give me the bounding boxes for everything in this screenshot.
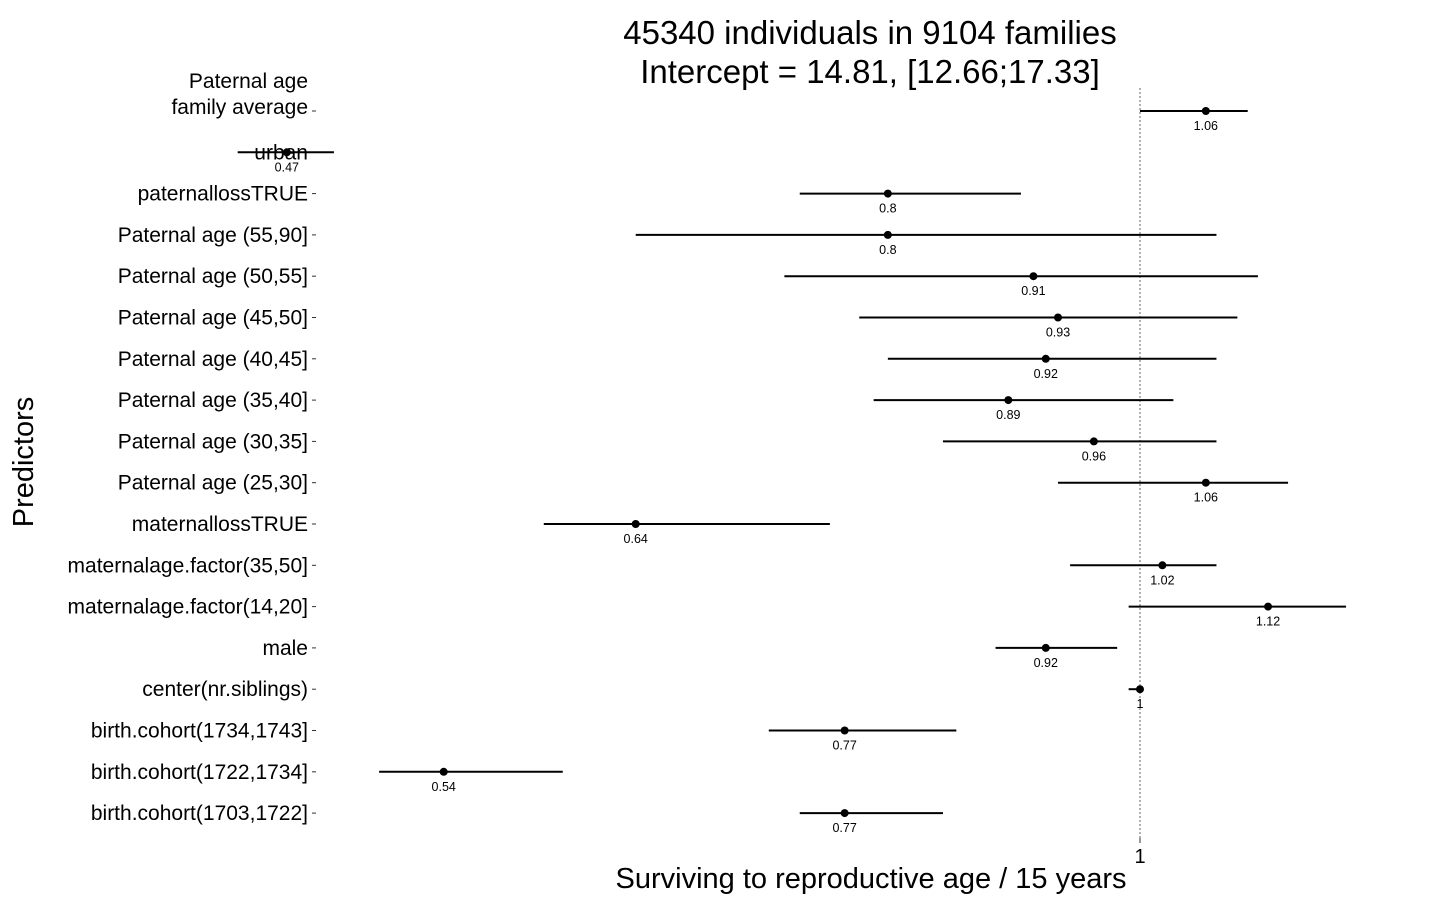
estimate-label: 0.77 <box>832 821 856 835</box>
predictor-label: birth.cohort(1722,1734] <box>91 761 308 784</box>
estimate-point <box>631 520 640 528</box>
estimate-point <box>1029 272 1038 281</box>
predictor-label-line: Paternal age (45,50] <box>118 307 308 330</box>
estimate-label: 1 <box>1137 697 1144 711</box>
predictor-label-line: Paternal age (30,35] <box>118 430 308 453</box>
estimate-label: 1.12 <box>1256 615 1280 629</box>
predictor-label: paternallossTRUE <box>138 183 308 206</box>
predictor-label: Paternal age (45,50] <box>118 307 308 330</box>
predictor-label-line: Paternal age (50,55] <box>118 265 308 288</box>
predictor-label: Paternal age (30,35] <box>118 430 308 453</box>
predictor-label-line: maternallossTRUE <box>132 513 308 536</box>
predictor-label-line: maternalage.factor(14,20] <box>68 596 308 619</box>
predictor-label-line: Paternal age (40,45] <box>118 348 308 371</box>
predictor-label: Paternal age (25,30] <box>118 472 308 495</box>
x-axis-tick-label: 1 <box>1134 846 1145 868</box>
estimate-point <box>282 148 291 157</box>
predictor-label-line: center(nr.siblings) <box>142 678 308 701</box>
chart-title-line-1: 45340 individuals in 9104 families <box>623 14 1117 51</box>
estimate-point <box>840 726 849 735</box>
predictor-label-line: birth.cohort(1734,1743] <box>91 720 308 743</box>
chart-title-line-2: Intercept = 14.81, [12.66;17.33] <box>640 53 1100 90</box>
estimate-point <box>1041 643 1050 652</box>
predictor-label: Paternal age (50,55] <box>118 265 308 288</box>
estimate-point <box>1201 107 1210 115</box>
estimate-label: 0.54 <box>432 780 456 794</box>
estimate-point <box>883 230 892 239</box>
estimate-label: 1.06 <box>1194 491 1218 505</box>
estimate-point <box>1004 396 1013 405</box>
estimate-point <box>1158 561 1167 570</box>
y-axis-title: Predictors <box>8 397 40 528</box>
rows-group: Paternal age family average1.06urban0.47p… <box>68 70 1347 835</box>
estimate-point <box>1089 437 1098 446</box>
predictor-label-line: birth.cohort(1703,1722] <box>91 802 308 825</box>
estimate-label: 0.96 <box>1082 449 1106 463</box>
estimate-point <box>883 189 892 198</box>
estimate-point <box>1136 685 1144 694</box>
predictor-label: center(nr.siblings) <box>142 678 308 701</box>
estimate-label: 1.06 <box>1194 119 1218 133</box>
estimate-point <box>1041 354 1050 363</box>
predictor-label: Paternal age family average <box>171 70 308 119</box>
predictor-label-line: Paternal age (35,40] <box>118 389 308 412</box>
estimate-label: 0.92 <box>1034 367 1058 381</box>
predictor-label-line: maternalage.factor(35,50] <box>68 554 308 577</box>
predictor-label-line: Paternal age (25,30] <box>118 472 308 495</box>
estimate-point <box>439 767 448 776</box>
estimate-label: 0.77 <box>832 739 856 753</box>
estimate-label: 0.47 <box>275 160 299 174</box>
predictor-label: Paternal age (55,90] <box>118 224 308 247</box>
estimate-point <box>1264 602 1273 611</box>
estimate-label: 0.8 <box>879 202 896 216</box>
estimate-label: 1.02 <box>1150 573 1174 587</box>
predictor-label: maternalage.factor(14,20] <box>68 596 308 619</box>
predictor-label: Paternal age (35,40] <box>118 389 308 412</box>
predictor-label-line: birth.cohort(1722,1734] <box>91 761 308 784</box>
estimate-label: 0.93 <box>1046 326 1070 340</box>
estimate-label: 0.89 <box>996 408 1020 422</box>
predictor-label: birth.cohort(1703,1722] <box>91 802 308 825</box>
predictor-label: Paternal age (40,45] <box>118 348 308 371</box>
estimate-label: 0.8 <box>879 243 896 257</box>
estimate-point <box>1201 478 1210 487</box>
x-axis-title: Surviving to reproductive age / 15 years <box>616 863 1127 895</box>
estimate-label: 0.64 <box>624 532 648 546</box>
estimate-point <box>1053 313 1062 322</box>
predictor-label-line: paternallossTRUE <box>138 183 308 206</box>
predictor-label-line: male <box>262 637 308 660</box>
predictor-label: birth.cohort(1734,1743] <box>91 720 308 743</box>
predictor-label-line: Paternal age (55,90] <box>118 224 308 247</box>
predictor-label: maternalage.factor(35,50] <box>68 554 308 577</box>
predictor-label-line: family average <box>171 96 308 119</box>
predictor-label: maternallossTRUE <box>132 513 308 536</box>
estimate-label: 0.92 <box>1034 656 1058 670</box>
estimate-label: 0.91 <box>1021 284 1045 298</box>
x-axis-ticks: 1 <box>1134 838 1146 868</box>
predictor-label-line: Paternal age <box>189 70 308 93</box>
predictor-label: male <box>262 637 308 660</box>
estimate-point <box>840 809 849 818</box>
